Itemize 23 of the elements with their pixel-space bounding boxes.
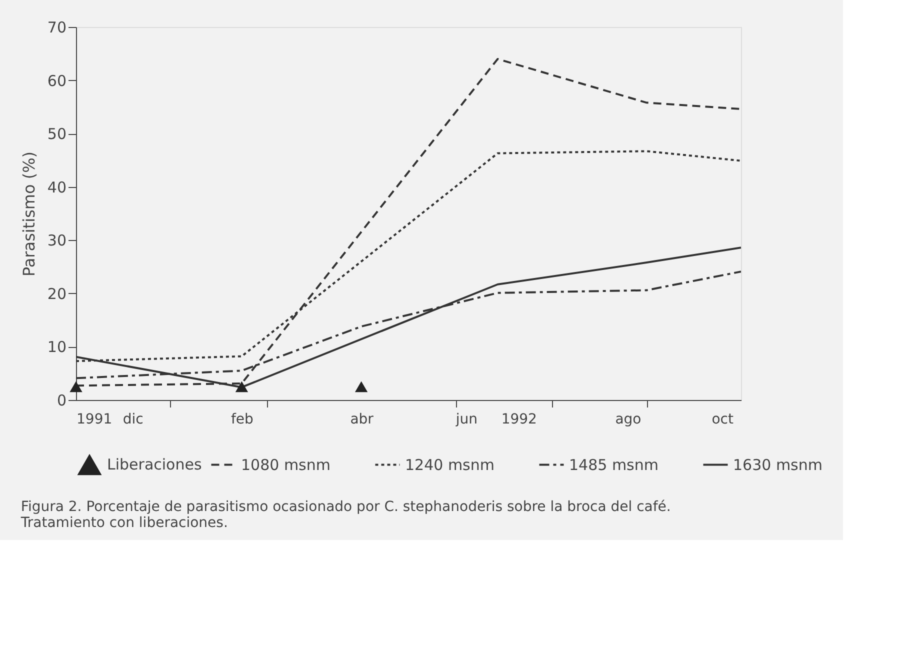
y-tick-label: 0 [56,392,66,410]
legend-label: Liberaciones [107,456,202,474]
x-tick-label: oct [712,412,734,428]
x-tick-label: abr [350,412,374,428]
x-tick-label: 1991 [76,412,112,428]
x-tick-label: dic [122,412,144,428]
y-axis-title: Parasitismo (%) [19,151,38,277]
legend-label: 1080 msnm [241,456,330,474]
legend-label: 1485 msnm [569,456,658,474]
y-tick-label: 40 [47,178,66,196]
x-tick-label: ago [615,412,642,428]
legend-label: 1240 msnm [405,456,494,474]
legend-label: 1630 msnm [733,456,822,474]
y-tick-label: 30 [47,232,66,250]
y-tick-label: 50 [47,125,66,144]
y-tick-label: 70 [47,18,66,36]
y-tick-label: 10 [47,338,66,356]
y-tick-label: 60 [47,72,66,90]
x-tick-label: 1992 [501,412,537,428]
x-tick-label: feb [231,412,254,428]
x-tick-label: jun [454,412,478,428]
y-tick-label: 20 [47,284,66,303]
text: Figura 2. Porcentaje de parasitismo ocasionado por C. stephanoderis sobre la broca del café. Tratamiento con liberaciones. [20,499,671,531]
